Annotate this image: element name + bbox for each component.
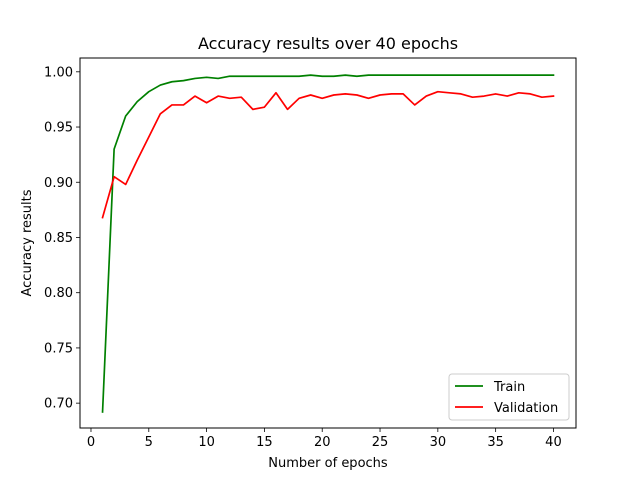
x-tick-label: 5	[145, 435, 153, 450]
legend-validation-label: Validation	[494, 401, 558, 416]
x-tick-label: 0	[87, 435, 95, 450]
y-tick-label: 0.85	[44, 231, 73, 246]
legend-train-label: Train	[493, 380, 525, 395]
series-line-validation	[101, 90, 555, 219]
axes-frame	[79, 57, 577, 429]
x-tick-label: 20	[314, 435, 331, 450]
x-tick-label: 15	[256, 435, 273, 450]
y-tick-label: 1.00	[44, 65, 73, 80]
x-tick-label: 25	[372, 435, 389, 450]
x-tick-label: 30	[430, 435, 447, 450]
axis-ticks: 0 5 10 15 20 25 30 35 40 0.70 0.75 0.80 0.85 0.90 0.95…	[44, 65, 562, 450]
y-tick-label: 0.80	[44, 286, 73, 301]
y-tick-label: 0.70	[44, 397, 73, 412]
y-tick-label: 0.75	[44, 341, 73, 356]
x-tick-label: 35	[487, 435, 504, 450]
series-line-train	[101, 74, 555, 413]
y-tick-label: 0.90	[44, 176, 73, 191]
legend: Train Validation	[448, 373, 570, 421]
chart-title: Accuracy results over 40 epochs	[198, 34, 458, 53]
x-tick-label: 40	[545, 435, 562, 450]
y-axis-label: Accuracy results	[20, 189, 35, 296]
x-tick-label: 10	[198, 435, 215, 450]
y-tick-label: 0.95	[44, 121, 73, 136]
plot-area	[101, 74, 555, 413]
x-axis-label: Number of epochs	[268, 456, 388, 471]
